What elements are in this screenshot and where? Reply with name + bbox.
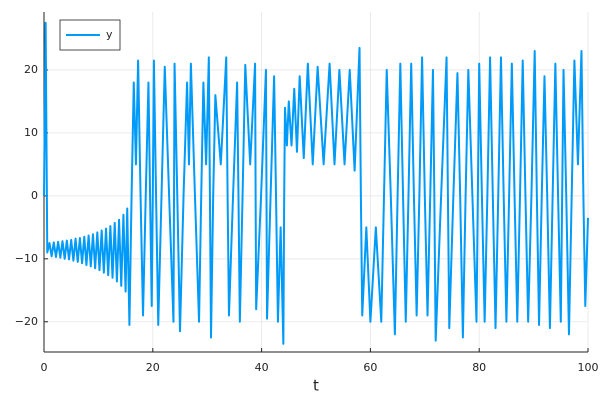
x-axis-label: t <box>313 377 319 395</box>
y-tick-label: 20 <box>24 63 38 76</box>
x-tick-label: 40 <box>255 361 269 374</box>
y-tick-label: 0 <box>31 189 38 202</box>
y-tick-label: −20 <box>15 315 38 328</box>
x-tick-label: 60 <box>363 361 377 374</box>
y-tick-label: −10 <box>15 252 38 265</box>
x-tick-label: 20 <box>146 361 160 374</box>
y-tick-label: 10 <box>24 126 38 139</box>
legend-label: y <box>106 28 113 41</box>
data-line <box>43 21 589 345</box>
x-tick-label: 0 <box>41 361 48 374</box>
x-tick-label: 80 <box>472 361 486 374</box>
x-tick-label: 100 <box>578 361 599 374</box>
